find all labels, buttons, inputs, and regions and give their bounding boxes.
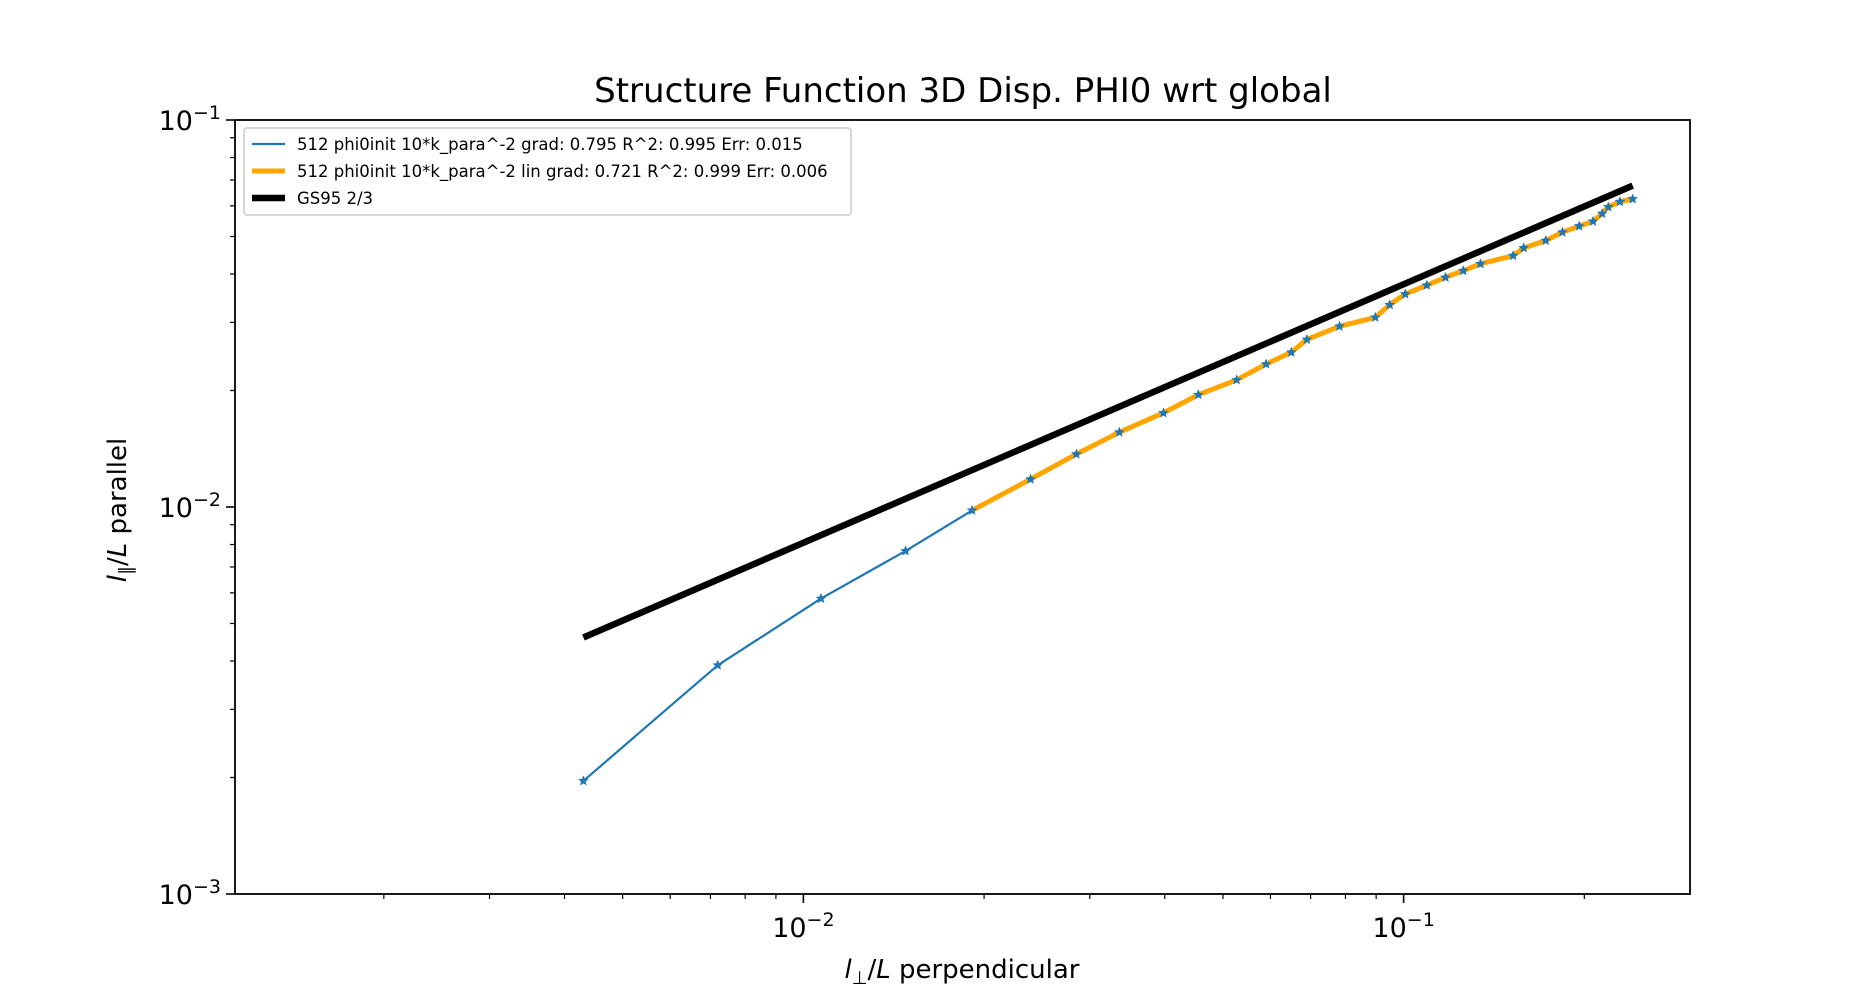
series-1-point xyxy=(1334,320,1345,331)
series-line-2 xyxy=(970,196,1634,513)
y-tick-label: 10−3 xyxy=(159,876,221,911)
x-tick-label: 10−1 xyxy=(1372,909,1434,944)
x-axis-label-l: l xyxy=(845,955,853,985)
series-line-3 xyxy=(582,182,1634,641)
series-1-point xyxy=(900,545,911,556)
series-1-point xyxy=(1399,288,1411,299)
series-1-point xyxy=(815,592,827,604)
series-1-point xyxy=(1231,374,1242,385)
x-axis-label: l⊥/L perpendicular xyxy=(845,955,1080,989)
series-1-point xyxy=(1301,333,1313,344)
y-axis-ticks: 10−3 10−2 10−1 xyxy=(159,102,235,911)
series-1-point xyxy=(1507,250,1519,261)
series-1-point xyxy=(1475,258,1486,269)
y-axis-label-slash: / xyxy=(103,557,133,566)
chart-title: Structure Function 3D Disp. PHI0 wrt glo… xyxy=(594,71,1332,111)
x-axis-label-L: L xyxy=(876,955,891,985)
x-axis-ticks: 10−2 10−1 xyxy=(383,894,1585,944)
y-tick-label: 10−1 xyxy=(159,102,221,137)
x-axis-label-slash: / xyxy=(867,955,876,985)
y-tick-label: 10−2 xyxy=(159,489,221,524)
series-1-point xyxy=(1193,389,1204,400)
series-1-point xyxy=(578,775,589,786)
series-1-point xyxy=(1557,226,1568,237)
series-1-point xyxy=(1573,220,1585,231)
series-1-point xyxy=(966,504,978,515)
series-1-point xyxy=(1384,299,1396,310)
x-axis-label-sub: ⊥ xyxy=(852,968,868,989)
series-1-point xyxy=(1614,196,1626,207)
series-1-point xyxy=(1540,234,1552,246)
series-1-point xyxy=(1071,448,1082,459)
y-axis-label-l: l xyxy=(103,574,133,582)
series-1-point xyxy=(1158,407,1169,418)
series-1-point xyxy=(1260,358,1272,369)
legend-label-series-1: 512 phi0init 10*k_para^-2 grad: 0.795 R^… xyxy=(297,135,803,155)
series-1-point xyxy=(1025,473,1036,484)
y-axis-label: l∥/L parallel xyxy=(103,438,137,583)
series-1-point xyxy=(1440,271,1451,282)
legend-label-series-2: 512 phi0init 10*k_para^-2 lin grad: 0.72… xyxy=(297,162,828,182)
series-1-point xyxy=(1518,242,1529,253)
series-1-point xyxy=(1627,193,1639,204)
series-1-point xyxy=(1421,279,1433,290)
y-axis-label-text: parallel xyxy=(103,438,133,543)
y-axis-label-sub: ∥ xyxy=(116,566,137,575)
y-axis-label-L: L xyxy=(103,543,133,558)
series-1-point xyxy=(1286,346,1297,357)
series-1-point xyxy=(1113,426,1125,437)
x-axis-label-text: perpendicular xyxy=(891,955,1080,985)
plot-frame xyxy=(234,119,1691,895)
series-1-point xyxy=(1587,215,1599,226)
plot-area xyxy=(578,182,1639,786)
x-tick-label: 10−2 xyxy=(772,909,834,944)
legend-label-series-3: GS95 2/3 xyxy=(297,189,373,208)
legend: 512 phi0init 10*k_para^-2 grad: 0.795 R^… xyxy=(243,127,852,216)
series-1-point xyxy=(712,659,724,670)
series-1-point xyxy=(1596,208,1608,219)
series-1-point xyxy=(1457,265,1469,276)
legend-frame xyxy=(243,127,852,216)
series-1-point xyxy=(1603,201,1614,212)
series-1-point xyxy=(1369,311,1381,322)
